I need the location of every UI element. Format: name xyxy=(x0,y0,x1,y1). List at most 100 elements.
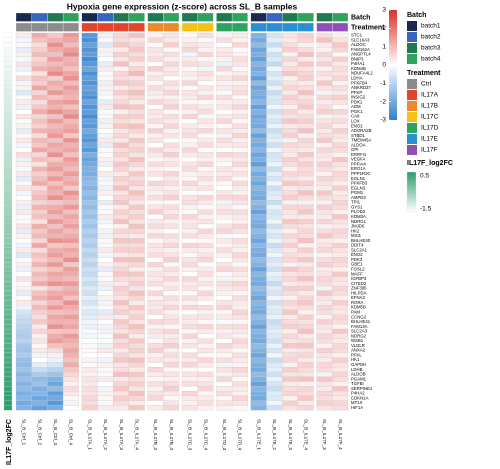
heatmap-cell xyxy=(31,99,48,105)
heatmap-cell xyxy=(231,171,248,177)
heatmap-cell xyxy=(47,300,64,306)
heatmap-cell xyxy=(62,171,79,177)
heatmap-cell xyxy=(97,290,114,296)
heatmap-cell xyxy=(128,195,145,201)
heatmap-cell xyxy=(197,85,214,91)
heatmap-cell xyxy=(231,161,248,167)
heatmap-cell xyxy=(15,200,32,206)
heatmap-cell xyxy=(62,381,79,387)
heatmap-cell xyxy=(147,200,164,206)
row-annotation-cell xyxy=(3,223,13,229)
heatmap-cell xyxy=(316,109,333,115)
heatmap-cell xyxy=(297,362,314,368)
heatmap-cell xyxy=(97,94,114,100)
heatmap-cell xyxy=(197,71,214,77)
heatmap-cell xyxy=(316,90,333,96)
heatmap-cell xyxy=(163,257,180,263)
heatmap-cell xyxy=(81,376,98,382)
heatmap-cell xyxy=(231,271,248,277)
heatmap-cell xyxy=(181,190,198,196)
heatmap-cell xyxy=(47,47,64,53)
heatmap-cell xyxy=(297,118,314,124)
heatmap-cell xyxy=(250,32,267,38)
heatmap-cell xyxy=(113,367,130,373)
heatmap-cell xyxy=(113,309,130,315)
row-label: EGLN3 xyxy=(351,185,366,190)
heatmap-cell xyxy=(316,233,333,239)
heatmap-cell xyxy=(97,99,114,105)
heatmap-cell xyxy=(62,142,79,148)
heatmap-cell xyxy=(128,142,145,148)
heatmap-cell xyxy=(31,47,48,53)
heatmap-cell xyxy=(332,152,349,158)
heatmap-cell xyxy=(297,209,314,215)
heatmap-cell xyxy=(231,71,248,77)
heatmap-cell xyxy=(266,333,283,339)
heatmap-cell xyxy=(113,357,130,363)
heatmap-cell xyxy=(282,381,299,387)
heatmap-cell xyxy=(128,343,145,349)
batch-cell xyxy=(147,12,164,22)
heatmap-cell xyxy=(282,147,299,153)
heatmap-cell xyxy=(97,281,114,287)
row-annotation-cell xyxy=(3,305,13,311)
heatmap-cell xyxy=(128,285,145,291)
heatmap-cell xyxy=(81,51,98,57)
heatmap-cell xyxy=(282,94,299,100)
treatment-cell xyxy=(282,22,299,32)
heatmap-cell xyxy=(216,276,233,282)
color-scale-label: 2 xyxy=(382,25,386,32)
row-annotation-cell xyxy=(3,276,13,282)
heatmap-cell xyxy=(113,324,130,330)
heatmap-cell xyxy=(97,204,114,210)
heatmap-cell xyxy=(297,233,314,239)
heatmap-cell xyxy=(128,290,145,296)
heatmap-cell xyxy=(31,362,48,368)
heatmap-cell xyxy=(128,233,145,239)
heatmap-cell xyxy=(62,90,79,96)
heatmap-cell xyxy=(282,123,299,129)
heatmap-cell xyxy=(250,262,267,268)
row-annotation-cell xyxy=(3,300,13,306)
heatmap-cell xyxy=(113,386,130,392)
column-label: SL_B_IL17C_4 xyxy=(203,419,208,451)
heatmap-cell xyxy=(62,371,79,377)
treatment-cell xyxy=(332,22,349,32)
heatmap-cell xyxy=(216,400,233,406)
heatmap-cell xyxy=(163,266,180,272)
heatmap-cell xyxy=(147,348,164,354)
heatmap-cell xyxy=(297,37,314,43)
heatmap-cell xyxy=(216,204,233,210)
heatmap-cell xyxy=(128,61,145,67)
heatmap-cell xyxy=(282,114,299,120)
row-annotation-cell xyxy=(3,367,13,373)
heatmap-cell xyxy=(197,118,214,124)
heatmap-cell xyxy=(282,209,299,215)
heatmap-cell xyxy=(332,238,349,244)
heatmap-cell xyxy=(163,128,180,134)
fc-scale-bar xyxy=(406,171,417,213)
row-label: RORA xyxy=(351,300,364,305)
heatmap-cell xyxy=(250,185,267,191)
legend-swatch xyxy=(407,123,417,133)
heatmap-cell xyxy=(231,47,248,53)
heatmap-cell xyxy=(15,338,32,344)
heatmap-cell xyxy=(47,305,64,311)
heatmap-cell xyxy=(128,47,145,53)
heatmap-cell xyxy=(216,114,233,120)
heatmap-cell xyxy=(297,290,314,296)
heatmap-cell xyxy=(15,109,32,115)
heatmap-cell xyxy=(31,247,48,253)
heatmap-cell xyxy=(181,99,198,105)
heatmap-cell xyxy=(97,137,114,143)
heatmap-cell xyxy=(297,305,314,311)
heatmap-cell xyxy=(231,266,248,272)
heatmap-cell xyxy=(181,157,198,163)
heatmap-cell xyxy=(266,257,283,263)
heatmap-cell xyxy=(216,128,233,134)
row-label: VEGFA xyxy=(351,157,365,162)
heatmap-cell xyxy=(81,405,98,411)
heatmap-cell xyxy=(316,123,333,129)
heatmap-cell xyxy=(282,47,299,53)
heatmap-cell xyxy=(113,71,130,77)
